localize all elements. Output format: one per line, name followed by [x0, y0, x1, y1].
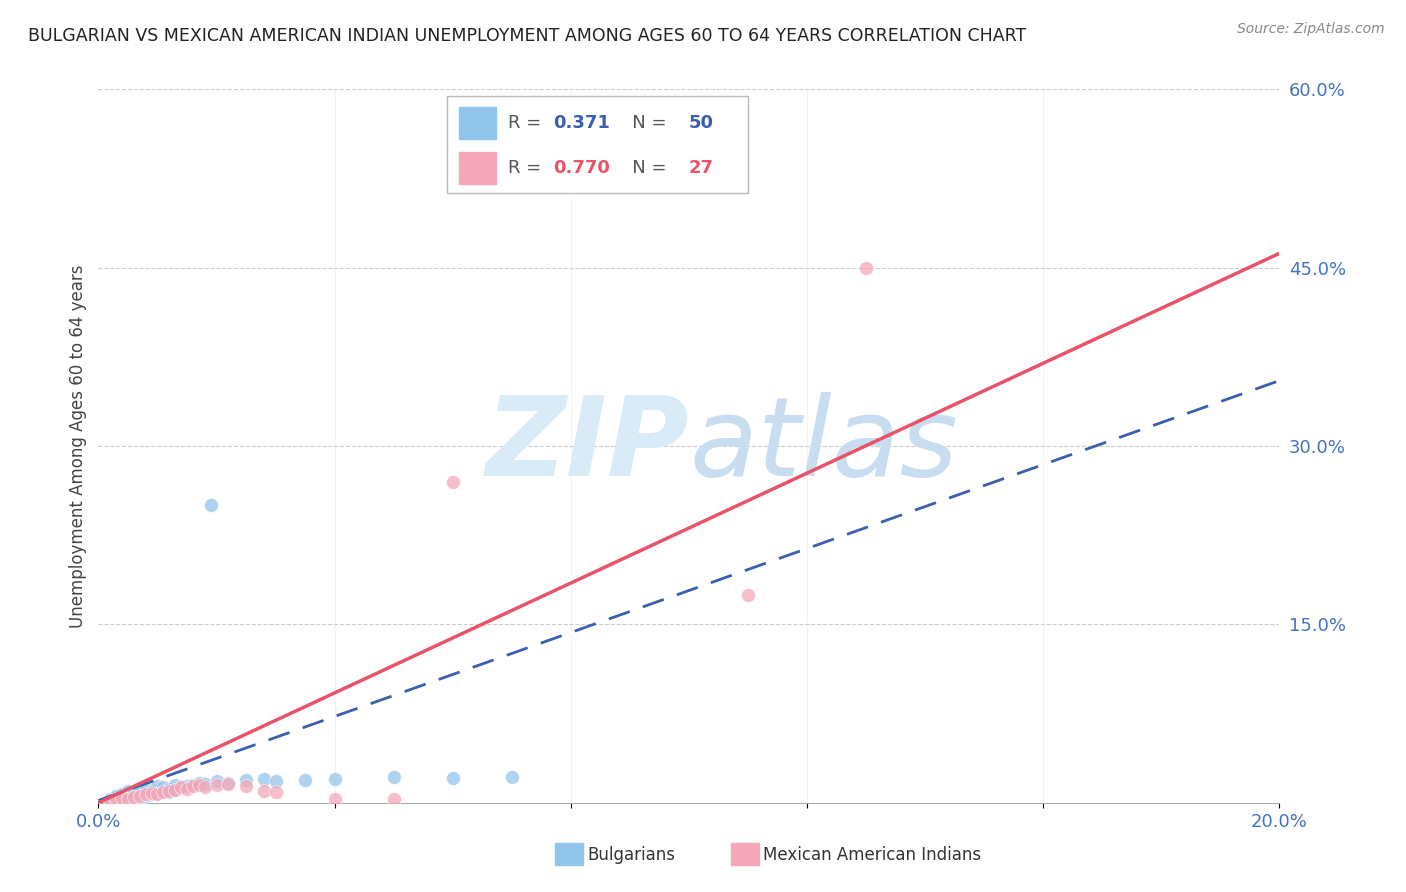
Point — [105, 789, 128, 804]
FancyBboxPatch shape — [458, 152, 496, 184]
Point — [294, 773, 316, 788]
Point — [117, 784, 139, 798]
Point — [135, 788, 157, 802]
Point — [181, 779, 204, 793]
Point — [122, 792, 145, 806]
Point — [165, 782, 187, 797]
Text: 27: 27 — [689, 159, 714, 177]
Point — [217, 777, 239, 791]
Point — [170, 780, 193, 795]
Point — [146, 779, 169, 793]
Point — [111, 792, 134, 806]
Point — [176, 779, 198, 793]
Point — [117, 793, 139, 807]
Point — [128, 788, 150, 802]
Point — [501, 770, 523, 784]
FancyBboxPatch shape — [458, 107, 496, 139]
Point — [323, 792, 346, 806]
Point — [187, 778, 209, 792]
Point — [98, 793, 121, 807]
Point — [122, 789, 145, 803]
Point — [157, 785, 180, 799]
Text: Source: ZipAtlas.com: Source: ZipAtlas.com — [1237, 22, 1385, 37]
Point — [105, 792, 128, 806]
Point — [128, 784, 150, 798]
Point — [187, 775, 209, 789]
Point — [181, 778, 204, 792]
Point — [194, 780, 217, 795]
Point — [157, 784, 180, 798]
Point — [117, 791, 139, 805]
Point — [135, 781, 157, 796]
Text: BULGARIAN VS MEXICAN AMERICAN INDIAN UNEMPLOYMENT AMONG AGES 60 TO 64 YEARS CORR: BULGARIAN VS MEXICAN AMERICAN INDIAN UNE… — [28, 27, 1026, 45]
Point — [382, 770, 405, 784]
Point — [117, 786, 139, 800]
Point — [111, 791, 134, 805]
Point — [194, 777, 217, 791]
Point — [253, 784, 276, 798]
Point — [165, 778, 187, 792]
Point — [122, 785, 145, 799]
Point — [441, 475, 464, 489]
Point — [135, 789, 157, 803]
Point — [200, 499, 222, 513]
Text: ZIP: ZIP — [485, 392, 689, 500]
Text: Mexican American Indians: Mexican American Indians — [763, 846, 981, 863]
Point — [253, 772, 276, 786]
Point — [152, 780, 174, 795]
Point — [157, 781, 180, 796]
Point — [146, 782, 169, 797]
Point — [98, 792, 121, 806]
Point — [165, 782, 187, 797]
Point — [217, 775, 239, 789]
Point — [205, 778, 228, 792]
Point — [135, 785, 157, 799]
Point — [105, 791, 128, 805]
Point — [235, 779, 257, 793]
Point — [128, 789, 150, 803]
Point — [441, 771, 464, 785]
Point — [382, 792, 405, 806]
Point — [152, 784, 174, 798]
Point — [105, 793, 128, 807]
Point — [235, 773, 257, 788]
Point — [111, 789, 134, 804]
Text: N =: N = — [614, 159, 672, 177]
Text: 0.371: 0.371 — [553, 114, 610, 132]
Point — [117, 792, 139, 806]
Text: 0.770: 0.770 — [553, 159, 610, 177]
Point — [205, 774, 228, 789]
Point — [141, 784, 163, 798]
Point — [105, 789, 128, 803]
Y-axis label: Unemployment Among Ages 60 to 64 years: Unemployment Among Ages 60 to 64 years — [69, 264, 87, 628]
Point — [146, 786, 169, 800]
Point — [122, 789, 145, 804]
Text: R =: R = — [508, 159, 547, 177]
Point — [176, 781, 198, 796]
Text: R =: R = — [508, 114, 547, 132]
Point — [264, 785, 287, 799]
Point — [737, 588, 759, 602]
FancyBboxPatch shape — [447, 96, 748, 193]
Text: 50: 50 — [689, 114, 714, 132]
Point — [170, 780, 193, 795]
Point — [146, 788, 169, 802]
Point — [111, 788, 134, 802]
Point — [855, 260, 877, 275]
Point — [117, 789, 139, 803]
Point — [264, 774, 287, 789]
Point — [98, 793, 121, 807]
Point — [323, 772, 346, 786]
Text: atlas: atlas — [689, 392, 957, 500]
Text: Bulgarians: Bulgarians — [588, 846, 676, 863]
Text: N =: N = — [614, 114, 672, 132]
Point — [141, 788, 163, 802]
Point — [128, 789, 150, 804]
Point — [141, 786, 163, 800]
Point — [152, 785, 174, 799]
